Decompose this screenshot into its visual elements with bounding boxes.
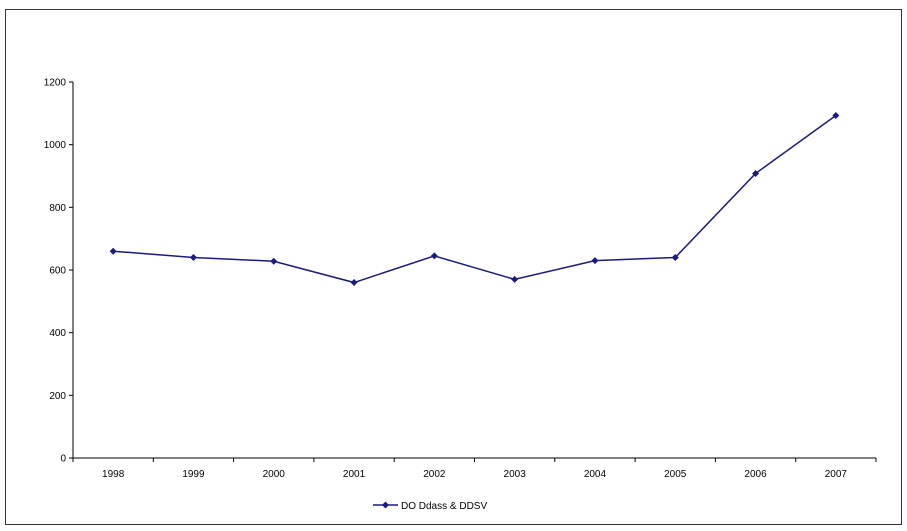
x-tick-label: 2003 — [504, 469, 527, 480]
data-point — [752, 169, 760, 177]
y-tick-label: 400 — [49, 328, 66, 339]
x-tick-label: 2005 — [664, 469, 687, 480]
legend-marker-swatch — [382, 501, 389, 509]
data-point — [350, 279, 358, 287]
x-tick-label: 2004 — [584, 469, 607, 480]
y-tick-label: 200 — [49, 391, 66, 402]
y-tick-label: 1200 — [44, 78, 67, 89]
y-tick-label: 0 — [60, 454, 66, 465]
data-point — [671, 253, 679, 261]
x-tick-label: 2001 — [343, 469, 366, 480]
data-point — [109, 247, 117, 255]
y-axis: 0 200 400 600 800 1000 1200 — [44, 78, 74, 465]
data-point — [270, 257, 278, 265]
data-point — [189, 253, 197, 261]
data-point — [430, 252, 438, 260]
data-point — [591, 257, 599, 265]
data-point — [832, 112, 840, 120]
y-tick-label: 1000 — [44, 140, 67, 151]
x-tick-label: 2002 — [423, 469, 446, 480]
x-tick-label: 2000 — [263, 469, 286, 480]
x-tick-label: 1999 — [182, 469, 205, 480]
legend: DO Ddass & DDSV — [373, 501, 487, 512]
x-axis: 1998 1999 2000 2001 2002 2003 2004 2005 2006 2007 — [72, 457, 877, 480]
series-layer — [109, 112, 840, 287]
x-tick-label: 2006 — [744, 469, 767, 480]
y-tick-label: 800 — [49, 203, 66, 214]
chart-frame — [5, 9, 902, 525]
x-tick-label: 2007 — [825, 469, 848, 480]
x-tick-label: 1998 — [102, 469, 125, 480]
legend-label: DO Ddass & DDSV — [401, 501, 487, 512]
y-tick-label: 600 — [49, 266, 66, 277]
data-point — [511, 275, 519, 283]
series-line — [113, 114, 837, 284]
